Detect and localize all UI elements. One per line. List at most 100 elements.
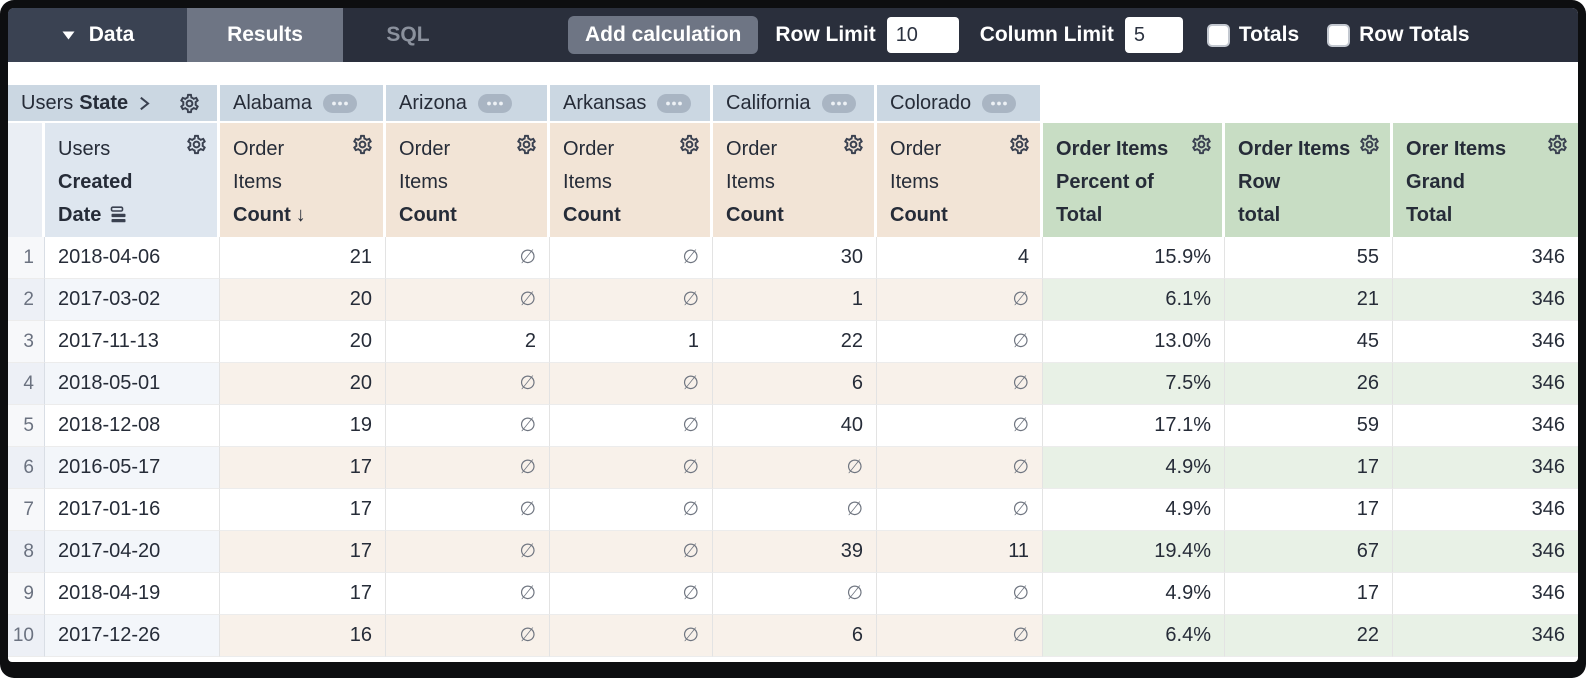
cell-calc-0[interactable]: 13.0%: [1043, 321, 1226, 363]
ellipsis-menu-icon[interactable]: [477, 93, 512, 113]
cell-calc-1[interactable]: 67: [1225, 531, 1394, 573]
cell-colorado-count[interactable]: 11: [877, 531, 1044, 573]
measure-header-arkansas[interactable]: Order Items Count: [550, 123, 714, 237]
measure-header-alabama[interactable]: Order Items Count ↓: [220, 123, 387, 237]
tab-results[interactable]: Results: [187, 8, 343, 62]
cell-arizona-count[interactable]: ∅: [386, 447, 551, 489]
cell-created-date[interactable]: 2018-04-06: [45, 237, 221, 279]
cell-created-date[interactable]: 2018-05-01: [45, 363, 221, 405]
gear-icon[interactable]: [842, 133, 865, 156]
cell-created-date[interactable]: 2017-04-20: [45, 531, 221, 573]
data-section-toggle[interactable]: Data: [8, 8, 187, 62]
cell-calc-0[interactable]: 4.9%: [1043, 447, 1226, 489]
gear-icon[interactable]: [1008, 133, 1031, 156]
ellipsis-menu-icon[interactable]: [657, 93, 692, 113]
cell-california-count[interactable]: 6: [713, 363, 878, 405]
cell-colorado-count[interactable]: ∅: [877, 405, 1044, 447]
dimension-header-users-created-date[interactable]: Users Created Date: [45, 123, 221, 237]
cell-created-date[interactable]: 2017-12-26: [45, 615, 221, 657]
cell-arizona-count[interactable]: ∅: [386, 531, 551, 573]
cell-calc-0[interactable]: 4.9%: [1043, 489, 1226, 531]
cell-alabama-count[interactable]: 17: [220, 531, 387, 573]
cell-calc-2[interactable]: 346: [1393, 237, 1578, 279]
cell-calc-1[interactable]: 26: [1225, 363, 1394, 405]
ellipsis-menu-icon[interactable]: [982, 93, 1017, 113]
cell-arkansas-count[interactable]: ∅: [550, 405, 714, 447]
cell-calc-0[interactable]: 15.9%: [1043, 237, 1226, 279]
cell-calc-1[interactable]: 55: [1225, 237, 1394, 279]
pivot-value-alabama[interactable]: Alabama: [220, 85, 387, 123]
gear-icon[interactable]: [678, 133, 701, 156]
cell-arkansas-count[interactable]: ∅: [550, 237, 714, 279]
ellipsis-menu-icon[interactable]: [821, 93, 856, 113]
cell-colorado-count[interactable]: ∅: [877, 573, 1044, 615]
cell-calc-0[interactable]: 7.5%: [1043, 363, 1226, 405]
tab-sql[interactable]: SQL: [343, 8, 473, 62]
cell-arizona-count[interactable]: ∅: [386, 573, 551, 615]
cell-arkansas-count[interactable]: 1: [550, 321, 714, 363]
cell-alabama-count[interactable]: 20: [220, 321, 387, 363]
cell-california-count[interactable]: ∅: [713, 447, 878, 489]
column-limit-input[interactable]: [1124, 17, 1183, 53]
cell-calc-1[interactable]: 22: [1225, 615, 1394, 657]
cell-arkansas-count[interactable]: ∅: [550, 531, 714, 573]
cell-arkansas-count[interactable]: ∅: [550, 573, 714, 615]
cell-alabama-count[interactable]: 20: [220, 363, 387, 405]
cell-colorado-count[interactable]: ∅: [877, 321, 1044, 363]
cell-california-count[interactable]: 39: [713, 531, 878, 573]
cell-created-date[interactable]: 2017-03-02: [45, 279, 221, 321]
gear-icon[interactable]: [1358, 133, 1381, 156]
cell-california-count[interactable]: 30: [713, 237, 878, 279]
cell-colorado-count[interactable]: ∅: [877, 447, 1044, 489]
gear-icon[interactable]: [351, 133, 374, 156]
cell-arizona-count[interactable]: ∅: [386, 615, 551, 657]
cell-colorado-count[interactable]: ∅: [877, 279, 1044, 321]
cell-created-date[interactable]: 2017-01-16: [45, 489, 221, 531]
gear-icon[interactable]: [178, 92, 201, 115]
cell-arizona-count[interactable]: ∅: [386, 237, 551, 279]
add-calculation-button[interactable]: Add calculation: [568, 16, 759, 54]
cell-arizona-count[interactable]: 2: [386, 321, 551, 363]
cell-calc-2[interactable]: 346: [1393, 279, 1578, 321]
cell-calc-2[interactable]: 346: [1393, 615, 1578, 657]
cell-colorado-count[interactable]: ∅: [877, 363, 1044, 405]
cell-arizona-count[interactable]: ∅: [386, 405, 551, 447]
cell-california-count[interactable]: ∅: [713, 573, 878, 615]
cell-created-date[interactable]: 2016-05-17: [45, 447, 221, 489]
calc-header-orer-items-grand-total[interactable]: Orer Items Grand Total: [1393, 123, 1578, 237]
cell-created-date[interactable]: 2018-04-19: [45, 573, 221, 615]
cell-calc-2[interactable]: 346: [1393, 531, 1578, 573]
cell-calc-2[interactable]: 346: [1393, 573, 1578, 615]
cell-calc-0[interactable]: 6.1%: [1043, 279, 1226, 321]
calc-header-order-items-row-total[interactable]: Order Items Row total: [1225, 123, 1394, 237]
cell-colorado-count[interactable]: ∅: [877, 615, 1044, 657]
cell-calc-2[interactable]: 346: [1393, 363, 1578, 405]
cell-calc-1[interactable]: 21: [1225, 279, 1394, 321]
cell-calc-2[interactable]: 346: [1393, 447, 1578, 489]
gear-icon[interactable]: [515, 133, 538, 156]
measure-header-arizona[interactable]: Order Items Count: [386, 123, 551, 237]
ellipsis-menu-icon[interactable]: [322, 93, 357, 113]
cell-california-count[interactable]: ∅: [713, 489, 878, 531]
cell-created-date[interactable]: 2017-11-13: [45, 321, 221, 363]
cell-california-count[interactable]: 40: [713, 405, 878, 447]
cell-colorado-count[interactable]: ∅: [877, 489, 1044, 531]
cell-arizona-count[interactable]: ∅: [386, 279, 551, 321]
pivot-value-colorado[interactable]: Colorado: [877, 85, 1044, 123]
cell-alabama-count[interactable]: 16: [220, 615, 387, 657]
pivot-field-header[interactable]: Users State: [8, 85, 221, 123]
cell-created-date[interactable]: 2018-12-08: [45, 405, 221, 447]
pivot-value-california[interactable]: California: [713, 85, 878, 123]
cell-calc-0[interactable]: 19.4%: [1043, 531, 1226, 573]
measure-header-colorado[interactable]: Order Items Count: [877, 123, 1044, 237]
cell-calc-0[interactable]: 17.1%: [1043, 405, 1226, 447]
totals-checkbox[interactable]: [1206, 23, 1230, 47]
cell-calc-0[interactable]: 4.9%: [1043, 573, 1226, 615]
calc-header-order-items-percent-of-total[interactable]: Order Items Percent of Total: [1043, 123, 1226, 237]
cell-arkansas-count[interactable]: ∅: [550, 279, 714, 321]
cell-calc-2[interactable]: 346: [1393, 321, 1578, 363]
cell-alabama-count[interactable]: 19: [220, 405, 387, 447]
cell-arizona-count[interactable]: ∅: [386, 489, 551, 531]
cell-calc-1[interactable]: 17: [1225, 447, 1394, 489]
cell-alabama-count[interactable]: 17: [220, 447, 387, 489]
